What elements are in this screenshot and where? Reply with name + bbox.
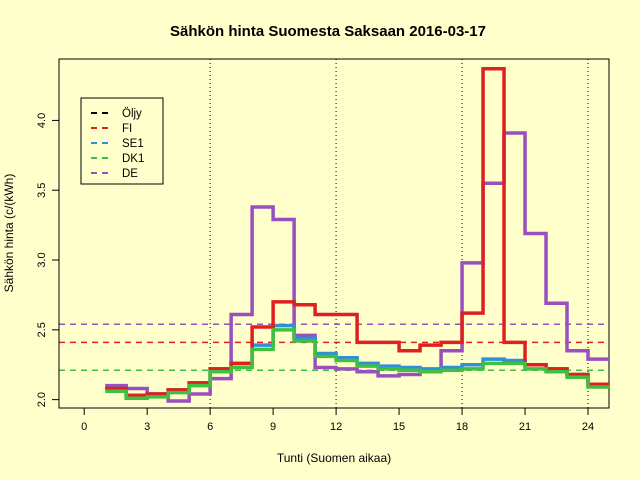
y-tick-label: 2.5	[36, 322, 48, 337]
legend-label-4: DE	[122, 168, 138, 180]
chart-title: Sähkön hinta Suomesta Saksaan 2016-03-17	[170, 23, 486, 40]
series-line-de	[105, 131, 609, 403]
legend-label-3: DK1	[122, 153, 144, 165]
x-tick-label: 21	[519, 421, 531, 433]
y-tick-label: 3.5	[36, 183, 48, 198]
x-tick-label: 18	[456, 421, 468, 433]
x-tick-label: 6	[207, 421, 213, 433]
series-line-dk1	[105, 328, 609, 400]
x-tick-label: 12	[330, 421, 342, 433]
x-axis: 0 3 6 9 12 15 18 21 24	[81, 407, 594, 433]
plot-area	[58, 58, 610, 409]
legend-label-1: FI	[122, 123, 132, 135]
x-tick-label: 3	[144, 421, 150, 433]
x-tick-label: 15	[393, 421, 405, 433]
y-tick-label: 3.0	[36, 252, 48, 267]
y-axis: 2.0 2.5 3.0 3.5 4.0	[36, 113, 60, 407]
y-tick-label: 2.0	[36, 392, 48, 407]
x-tick-label: 24	[582, 421, 594, 433]
legend-label-0: Öljy	[122, 108, 142, 120]
y-axis-label: Sähkön hinta (c/(kWh)	[2, 174, 16, 293]
x-tick-label: 0	[81, 421, 87, 433]
x-tick-label: 9	[270, 421, 276, 433]
y-tick-label: 4.0	[36, 113, 48, 128]
legend-label-2: SE1	[122, 138, 144, 150]
legend: Öljy FI SE1 DK1 DE	[80, 97, 164, 185]
x-axis-label: Tunti (Suomen aikaa)	[277, 451, 391, 465]
